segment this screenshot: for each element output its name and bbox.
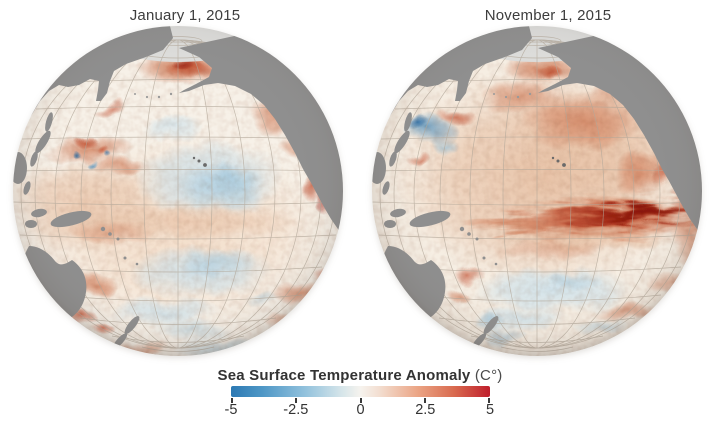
legend: Sea Surface Temperature Anomaly (C°) -5 … bbox=[0, 363, 720, 423]
globe-january bbox=[13, 26, 343, 358]
colorbar-tick bbox=[488, 398, 490, 403]
colorbar-label-min: -5 bbox=[224, 402, 238, 418]
globe-title-november: November 1, 2015 bbox=[484, 7, 612, 24]
colorbar-label: -2.5 bbox=[283, 402, 309, 418]
colorbar-label: 2.5 bbox=[415, 402, 436, 418]
limb-shading bbox=[372, 26, 702, 356]
legend-title-text: Sea Surface Temperature Anomaly bbox=[217, 367, 471, 384]
colorbar-label-zero: 0 bbox=[356, 402, 365, 418]
legend-unit: (C°) bbox=[470, 367, 503, 384]
globe-november bbox=[372, 26, 702, 358]
limb-shading bbox=[13, 26, 343, 356]
globe-title-january: January 1, 2015 bbox=[129, 7, 241, 24]
legend-title: Sea Surface Temperature Anomaly (C°) bbox=[0, 363, 720, 384]
colorbar-label-max: 5 bbox=[485, 402, 495, 418]
colorbar-tick bbox=[231, 398, 233, 403]
colorbar bbox=[231, 386, 490, 403]
colorbar-tick bbox=[294, 398, 297, 403]
colorbar-tick bbox=[424, 398, 427, 403]
globes-graphic bbox=[13, 26, 702, 358]
colorbar-tick bbox=[359, 398, 362, 403]
